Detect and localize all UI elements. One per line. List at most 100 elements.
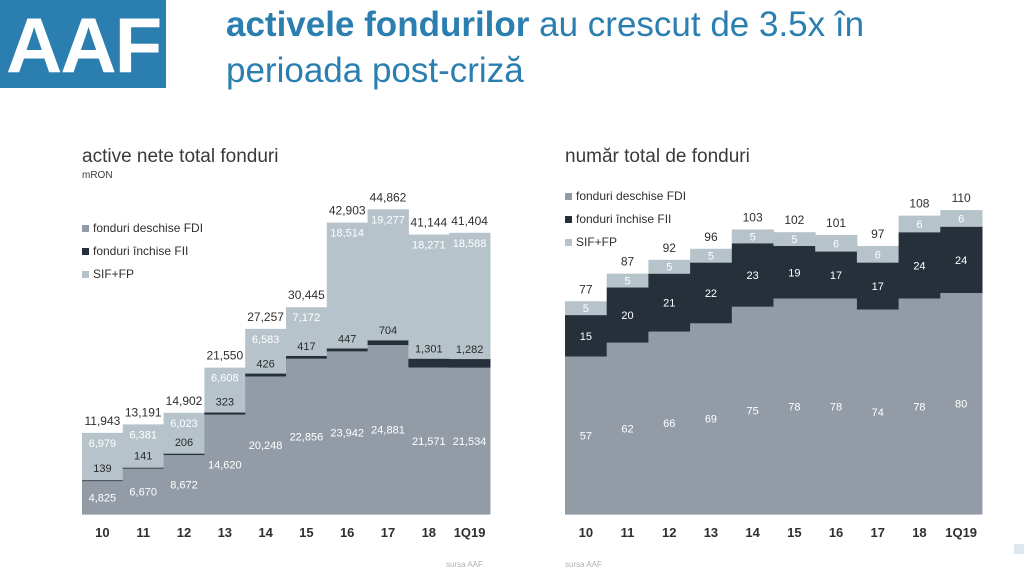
corner-mark — [1014, 544, 1024, 554]
legend-label-2: SIF+FP — [576, 235, 617, 249]
data-label-11-series-2: 6,381 — [129, 429, 157, 441]
bar-11-series-1 — [606, 287, 649, 343]
bar-15-series-0 — [286, 358, 328, 514]
legend-swatch-2 — [565, 239, 572, 246]
total-label-17: 44,862 — [370, 190, 407, 204]
bar-1Q19-series-0 — [449, 367, 491, 514]
bar-13-series-1 — [204, 411, 246, 415]
bar-12-series-0 — [163, 455, 205, 514]
bar-11-series-2 — [606, 273, 649, 288]
data-label-14-series-1: 426 — [256, 358, 274, 370]
legend-swatch-1 — [565, 216, 572, 223]
data-label-13-series-1: 323 — [216, 397, 234, 409]
bar-18-series-1 — [898, 232, 941, 299]
total-label-1Q19: 110 — [952, 191, 971, 205]
data-label-10-series-1: 15 — [580, 331, 592, 343]
data-label-14-series-2: 6,583 — [252, 334, 280, 346]
bar-15-series-0 — [773, 298, 816, 514]
data-label-11-series-2: 5 — [624, 276, 630, 288]
data-label-14-series-0: 75 — [747, 405, 759, 417]
data-label-17-series-0: 74 — [872, 407, 884, 419]
chart2-title: număr total de fonduri — [565, 146, 750, 167]
data-label-14-series-2: 5 — [750, 231, 756, 243]
bar-16-series-0 — [815, 298, 858, 514]
bar-13-series-2 — [690, 248, 733, 263]
bar-11-series-0 — [606, 342, 649, 514]
bar-10-series-1 — [565, 315, 608, 357]
x-tick-14: 14 — [258, 525, 273, 540]
data-label-16-series-0: 78 — [830, 401, 842, 413]
data-label-17-series-0: 24,881 — [371, 425, 405, 437]
x-tick-16: 16 — [340, 525, 354, 540]
bar-1Q19-series-1 — [449, 359, 491, 368]
data-label-17-series-2: 19,277 — [371, 214, 405, 226]
data-label-12-series-2: 6,023 — [170, 418, 198, 430]
x-tick-13: 13 — [704, 525, 718, 540]
page-headline: activele fondurilor au crescut de 3.5x î… — [226, 2, 1006, 94]
x-tick-11: 11 — [136, 525, 150, 540]
bar-10-series-2 — [82, 432, 124, 481]
data-label-1Q19-series-1: 1,282 — [456, 344, 484, 356]
headline-rest: au crescut de 3.5x în perioada post-criz… — [226, 5, 865, 90]
total-label-11: 13,191 — [125, 405, 162, 419]
data-label-12-series-0: 66 — [663, 418, 675, 430]
x-tick-17: 17 — [871, 525, 885, 540]
data-label-13-series-2: 5 — [708, 251, 714, 263]
data-label-11-series-0: 6,670 — [129, 486, 157, 498]
bar-10-series-0 — [82, 481, 124, 514]
bar-17-series-0 — [856, 309, 900, 514]
x-tick-16: 16 — [829, 525, 843, 540]
bar-11-series-2 — [122, 424, 165, 468]
data-label-10-series-1: 139 — [93, 463, 111, 475]
bar-12-series-0 — [648, 331, 691, 514]
bar-1Q19-series-2 — [940, 210, 983, 227]
total-label-13: 96 — [704, 230, 718, 244]
legend-label-0: fonduri deschise FDI — [93, 221, 203, 235]
total-label-18: 41,144 — [410, 216, 447, 230]
bar-11-series-0 — [122, 468, 165, 514]
source-note-1: sursa AAF — [446, 560, 483, 569]
data-label-16-series-2: 6 — [833, 238, 839, 250]
legend-swatch-0 — [565, 193, 572, 200]
x-tick-13: 13 — [218, 525, 232, 540]
bar-18-series-2 — [898, 215, 941, 233]
data-label-11-series-1: 20 — [621, 310, 633, 322]
bar-13-series-1 — [690, 262, 733, 324]
bar-16-series-0 — [326, 351, 369, 514]
x-tick-12: 12 — [662, 525, 676, 540]
legend-label-1: fonduri închise FII — [576, 212, 671, 226]
bar-12-series-2 — [648, 259, 691, 274]
total-label-16: 101 — [826, 216, 846, 230]
total-label-1Q19: 41,404 — [451, 214, 488, 228]
bar-18-series-0 — [898, 298, 941, 514]
bar-12-series-2 — [163, 412, 205, 454]
data-label-1Q19-series-0: 21,534 — [453, 436, 487, 448]
bar-14-series-0 — [731, 306, 774, 514]
bar-14-series-1 — [731, 243, 774, 307]
bar-17-series-1 — [367, 340, 409, 346]
total-label-13: 21,550 — [206, 349, 243, 363]
total-label-12: 92 — [663, 241, 677, 255]
bar-13-series-0 — [204, 414, 246, 514]
bar-10-series-0 — [565, 356, 608, 514]
data-label-12-series-2: 5 — [666, 262, 672, 274]
bar-15-series-1 — [773, 246, 816, 299]
x-tick-10: 10 — [579, 525, 593, 540]
bar-17-series-2 — [367, 209, 409, 341]
x-tick-15: 15 — [299, 525, 313, 540]
x-tick-11: 11 — [621, 525, 635, 540]
data-label-15-series-2: 5 — [791, 234, 797, 246]
x-tick-15: 15 — [787, 525, 801, 540]
bar-10-series-2 — [565, 301, 608, 316]
total-label-18: 108 — [909, 197, 929, 211]
data-label-15-series-1: 19 — [788, 267, 800, 279]
legend-swatch-0 — [82, 225, 89, 232]
data-label-12-series-1: 206 — [175, 437, 193, 449]
data-label-15-series-0: 22,856 — [290, 431, 324, 443]
bar-16-series-1 — [326, 348, 369, 352]
total-label-15: 30,445 — [288, 288, 325, 302]
bar-15-series-2 — [286, 307, 328, 356]
data-label-13-series-0: 14,620 — [208, 459, 242, 471]
data-label-12-series-1: 21 — [663, 298, 675, 310]
data-label-18-series-2: 18,271 — [412, 240, 446, 252]
